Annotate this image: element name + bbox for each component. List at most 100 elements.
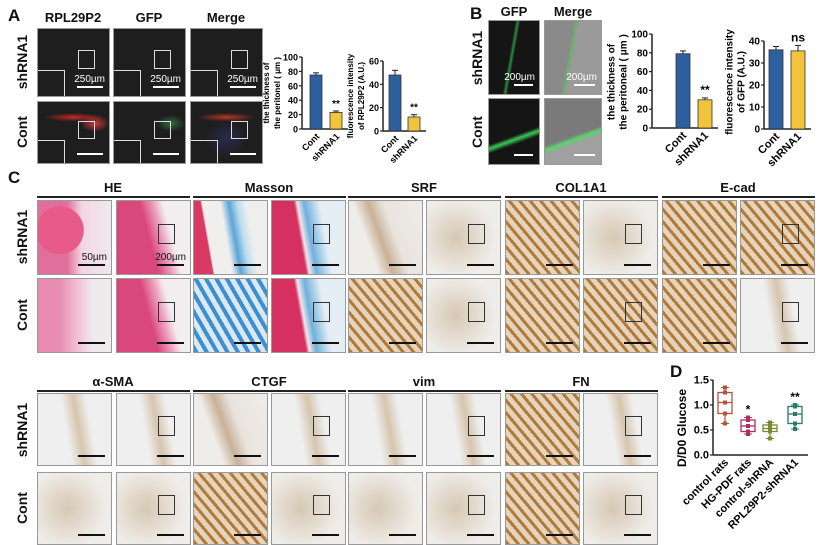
histology-image-top-1-0 (37, 278, 112, 353)
scale-bar-label: 250µm (227, 74, 258, 85)
histology-image-bottom-0-5 (426, 393, 501, 466)
data-point (793, 403, 797, 407)
fluorescence-image-b-0-0: 200µm (488, 20, 540, 95)
y-axis-label: the peritonel ( μm ) (273, 57, 282, 129)
scale-bar (157, 534, 184, 536)
data-point (793, 421, 797, 426)
histology-image-top-1-1 (116, 278, 191, 353)
fluorescence-image-a-0-0: 250µm (37, 28, 110, 97)
y-tick-label: 0 (293, 125, 298, 135)
data-point (768, 420, 772, 425)
stain-header: FN (572, 374, 590, 389)
histology-image-bottom-0-4 (348, 393, 423, 466)
scale-bar (574, 154, 595, 156)
scale-bar (624, 534, 651, 536)
histology-image-bottom-0-1 (116, 393, 191, 466)
y-axis-label: D/D0 Glucose (675, 389, 689, 467)
region-of-interest-box (158, 415, 176, 437)
y-tick-label: 20 (637, 105, 649, 116)
fluorescence-image-a-1-1 (113, 101, 186, 164)
stain-header: α-SMA (92, 374, 134, 389)
stain-header: E-cad (720, 180, 756, 195)
stain-header-rule (505, 196, 658, 198)
y-tick-label: 20 (369, 103, 379, 113)
scale-bar (467, 455, 494, 457)
scale-bar (624, 264, 651, 266)
histology-image-bottom-1-2 (193, 472, 268, 545)
scale-bar-label: 200µm (155, 252, 186, 263)
significance-label: * (746, 403, 751, 417)
bar-cont (768, 49, 784, 130)
y-axis-label: the thickness of (262, 62, 271, 123)
y-axis-label: of GFP (A.U.) (737, 51, 748, 113)
histology-image-top-0-0: 50µm (37, 200, 112, 275)
scale-bar (624, 455, 651, 457)
y-tick-label: 40 (369, 80, 379, 90)
scale-bar (389, 264, 416, 266)
scale-bar (514, 84, 533, 86)
histology-image-top-1-9 (740, 278, 815, 353)
column-header-rpl29p2: RPL29P2 (44, 10, 102, 25)
scale-bar (467, 534, 494, 536)
y-tick-label: 1.5 (694, 375, 709, 387)
data-point (723, 421, 727, 426)
scale-bar-label: 250µm (74, 74, 105, 85)
scale-bar (157, 342, 184, 344)
scale-bar (152, 153, 179, 155)
scale-bar (703, 342, 730, 344)
histology-image-bottom-1-0 (37, 472, 112, 545)
region-of-interest-box (78, 120, 95, 139)
scale-bar (78, 455, 105, 457)
bar-cont (675, 53, 691, 129)
histology-image-top-1-7 (583, 278, 658, 353)
scale-bar (312, 342, 339, 344)
merge-image-b-0-1: 200µm (544, 20, 602, 95)
histology-image-top-0-6 (505, 200, 580, 275)
bar-shrna1 (329, 112, 343, 130)
fluorescence-image-b-1-0 (488, 98, 540, 165)
scale-bar (389, 342, 416, 344)
fluorescence-image-a-1-2 (190, 101, 263, 164)
stain-header-rule (193, 196, 346, 198)
bar-cont (309, 74, 323, 130)
scale-bar (312, 534, 339, 536)
panel-label-c: C (8, 168, 21, 187)
y-tick-label: 0 (754, 125, 760, 136)
histology-image-top-1-5 (426, 278, 501, 353)
histology-image-bottom-1-6 (505, 472, 580, 545)
histology-image-bottom-0-3 (271, 393, 346, 466)
histology-image-top-0-7 (583, 200, 658, 275)
data-point (746, 424, 750, 428)
region-of-interest-box (468, 494, 486, 516)
scale-bar (574, 84, 595, 86)
y-axis-label: the peritoneal ( μm ) (619, 34, 630, 130)
magnified-inset (114, 70, 141, 96)
y-tick-label: 20 (288, 110, 298, 120)
histology-image-bottom-1-5 (426, 472, 501, 545)
histology-image-top-0-5 (426, 200, 501, 275)
scale-bar (234, 455, 261, 457)
histology-image-top-0-3 (271, 200, 346, 275)
significance-label: ** (700, 83, 710, 97)
scale-bar (781, 264, 808, 266)
histology-image-top-1-6 (505, 278, 580, 353)
region-of-interest-box (313, 223, 331, 245)
fluorescence-image-a-0-1: 250µm (113, 28, 186, 97)
stain-header: CTGF (251, 374, 287, 389)
histology-image-bottom-0-6 (505, 393, 580, 466)
scale-bar (546, 455, 573, 457)
y-tick-label: 60 (288, 81, 298, 91)
data-point (723, 390, 727, 395)
scale-bar (703, 264, 730, 266)
magnified-inset (191, 70, 218, 96)
y-tick-label: 0 (642, 124, 648, 135)
scale-bar (546, 264, 573, 266)
y-tick-label: 60 (369, 57, 379, 67)
region-of-interest-box (231, 120, 248, 139)
y-tick-label: 80 (637, 48, 649, 59)
scale-bar (546, 534, 573, 536)
histology-image-top-0-9 (740, 200, 815, 275)
data-point (768, 423, 772, 427)
histology-image-top-0-4 (348, 200, 423, 275)
